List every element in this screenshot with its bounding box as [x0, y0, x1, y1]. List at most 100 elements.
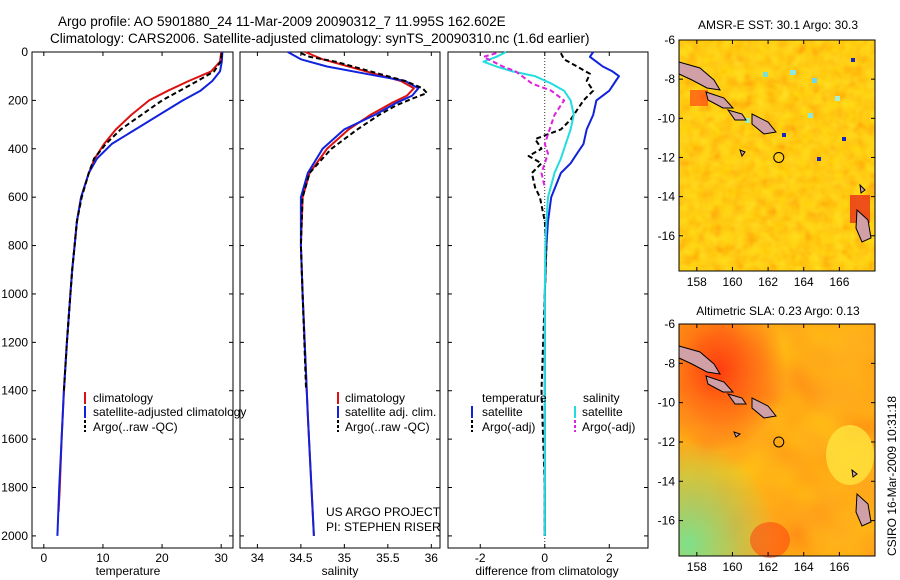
lon-tick-label: 164	[794, 560, 814, 574]
sst-map-anomalies	[690, 58, 870, 223]
depth-tick-label: 1400	[1, 384, 28, 398]
sst-warm-patch	[690, 90, 708, 106]
legend-label-satellite: satellite-adjusted climatology	[93, 405, 246, 419]
depth-tick-label: 800	[8, 239, 28, 253]
sst-map-frame	[678, 39, 876, 272]
x-tick-label: 34	[251, 551, 265, 565]
temperature-series	[56, 51, 224, 536]
sst-cool-pixel	[763, 72, 768, 77]
lat-tick-label: -8	[664, 356, 675, 370]
lon-tick-label: 166	[829, 560, 849, 574]
legend-label-argo: Argo(..raw -QC)	[93, 420, 178, 434]
sst-latitude-axis: -6 -8 -10 -12 -14 -16	[658, 33, 875, 243]
series-line-salinity-satellite	[482, 51, 575, 536]
lat-tick-label: -12	[658, 150, 676, 164]
series-line-satellite-adjusted	[56, 51, 224, 536]
x-tick-label: 34.5	[289, 551, 313, 565]
sla-map-title: Altimetric SLA: 0.23 Argo: 0.13	[696, 304, 860, 318]
lat-tick-label: -16	[658, 514, 676, 528]
sst-cold-pixel	[817, 157, 821, 161]
legend-header-salinity: salinity	[583, 391, 620, 405]
side-timestamp: CSIRO 16-Mar-2009 10:31:18	[885, 396, 899, 556]
temperature-axes-frame	[31, 51, 234, 549]
sla-latitude-axis: -6 -8 -10 -12 -14 -16	[658, 317, 875, 528]
salinity-x-axis: 34 34.5 35 35.5 36	[251, 52, 439, 565]
x-tick-label: 10	[96, 551, 110, 565]
x-tick-label: 35.5	[376, 551, 400, 565]
legend-label-temp-satellite: satellite	[482, 405, 523, 419]
island	[705, 91, 735, 109]
lat-tick-label: -8	[664, 72, 675, 86]
lon-tick-label: 160	[722, 275, 742, 289]
project-annotation: US ARGO PROJECT	[326, 505, 441, 519]
legend-label-climatology: climatology	[93, 391, 153, 405]
argo-location-marker	[773, 151, 785, 163]
sst-map-panel: AMSR-E SST: 30.1 Argo: 30.3	[658, 18, 876, 289]
legend-label-argo: Argo(..raw -QC)	[345, 420, 430, 434]
sst-cold-pixel	[782, 133, 786, 137]
depth-tick-label: 200	[8, 93, 28, 107]
x-tick-label: 36	[425, 551, 439, 565]
sst-warm-patch	[850, 195, 870, 223]
series-line-salinity-argo	[482, 52, 566, 188]
island	[678, 345, 721, 375]
sla-map-frame	[678, 323, 876, 557]
island	[855, 208, 872, 243]
lat-tick-label: -6	[664, 33, 675, 47]
salinity-series	[287, 51, 428, 536]
lon-tick-label: 158	[687, 560, 707, 574]
x-tick-label: 20	[155, 551, 169, 565]
salinity-legend: climatology satellite adj. clim. Argo(..…	[337, 391, 436, 434]
difference-series	[482, 51, 620, 536]
series-line-climatology	[299, 51, 415, 536]
x-tick-label: 35	[338, 551, 352, 565]
sla-coastline	[678, 345, 872, 527]
lat-tick-label: -10	[658, 396, 676, 410]
depth-tick-label: 1600	[1, 432, 28, 446]
sst-map-title: AMSR-E SST: 30.1 Argo: 30.3	[698, 18, 858, 32]
legend-label-temp-argo: Argo(-adj)	[482, 420, 535, 434]
salinity-depth-ticks	[240, 51, 440, 537]
salinity-panel: 34 34.5 35 35.5 36 salinity climatology sate…	[239, 51, 441, 578]
difference-panel: -2 0 2 difference from climatology tempera…	[447, 51, 649, 578]
difference-x-axis: -2 0 2	[475, 52, 613, 565]
depth-tick-label: 2000	[1, 529, 28, 543]
series-line-climatology	[57, 51, 223, 512]
lat-tick-label: -12	[658, 435, 676, 449]
lat-tick-label: -14	[658, 190, 676, 204]
legend-label-sal-satellite: satellite	[582, 405, 623, 419]
depth-tick-label: 0	[21, 45, 28, 59]
legend-label-sal-argo: Argo(-adj)	[582, 420, 635, 434]
sla-longitude-axis: 158 160 162 164 166	[687, 324, 850, 574]
difference-legend: temperature salinity satellite Argo(-adj…	[471, 391, 635, 434]
sst-cold-pixel	[851, 58, 855, 62]
lon-tick-label: 162	[758, 275, 778, 289]
depth-axis: 0 200 400 600 800 1000 1200 1400 1600 1800 2000	[1, 45, 233, 543]
x-tick-label: -2	[475, 551, 486, 565]
series-line-satellite-adjusted	[287, 51, 420, 536]
legend-label-climatology: climatology	[345, 391, 405, 405]
island	[678, 61, 721, 91]
temperature-xlabel: temperature	[96, 564, 161, 578]
lat-tick-label: -10	[658, 111, 676, 125]
sla-red-patch	[750, 522, 790, 558]
sst-cold-pixel	[842, 137, 846, 141]
difference-depth-ticks	[448, 51, 648, 537]
series-line-argo	[62, 53, 223, 391]
depth-tick-label: 1000	[1, 287, 28, 301]
figure-title-line1: Argo profile: AO 5901880_24 11-Mar-2009 …	[58, 14, 506, 29]
series-line-argo	[299, 52, 428, 391]
sst-cool-pixel	[835, 96, 840, 101]
lat-tick-label: -6	[664, 317, 675, 331]
temperature-legend: climatology satellite-adjusted climatolo…	[84, 391, 246, 434]
lon-tick-label: 162	[758, 560, 778, 574]
depth-tick-label: 1800	[1, 481, 28, 495]
island	[751, 397, 777, 419]
temperature-x-axis: 0 10 20 30	[40, 52, 228, 565]
depth-tick-label: 1200	[1, 335, 28, 349]
legend-header-temperature: temperature	[482, 391, 547, 405]
island	[751, 113, 777, 135]
legend-label-satellite: satellite adj. clim.	[345, 405, 436, 419]
sla-low-patch	[826, 425, 874, 485]
